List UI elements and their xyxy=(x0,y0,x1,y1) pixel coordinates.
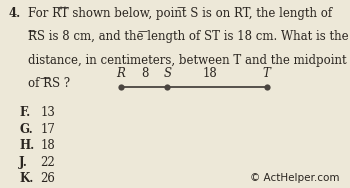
Text: S: S xyxy=(163,67,171,80)
Text: R: R xyxy=(116,67,125,80)
Text: 17: 17 xyxy=(40,123,55,136)
Text: of RS ?: of RS ? xyxy=(28,77,70,90)
Text: 18: 18 xyxy=(40,139,55,152)
Text: 22: 22 xyxy=(40,156,55,169)
Text: G.: G. xyxy=(19,123,33,136)
Text: 18: 18 xyxy=(203,67,217,80)
Text: K.: K. xyxy=(19,172,34,185)
Text: © ActHelper.com: © ActHelper.com xyxy=(250,173,340,183)
Text: H.: H. xyxy=(19,139,35,152)
Text: J.: J. xyxy=(19,156,28,169)
Text: F.: F. xyxy=(19,106,30,119)
Text: 26: 26 xyxy=(40,172,55,185)
Text: 4.: 4. xyxy=(9,7,21,20)
Text: For RT shown below, point S is on RT, the length of: For RT shown below, point S is on RT, th… xyxy=(28,7,332,20)
Text: distance, in centimeters, between T and the midpoint: distance, in centimeters, between T and … xyxy=(28,54,346,67)
Text: T: T xyxy=(263,67,271,80)
Text: RS is 8 cm, and the length of ST is 18 cm. What is the: RS is 8 cm, and the length of ST is 18 c… xyxy=(28,30,349,43)
Text: 8: 8 xyxy=(141,67,149,80)
Text: 13: 13 xyxy=(40,106,55,119)
